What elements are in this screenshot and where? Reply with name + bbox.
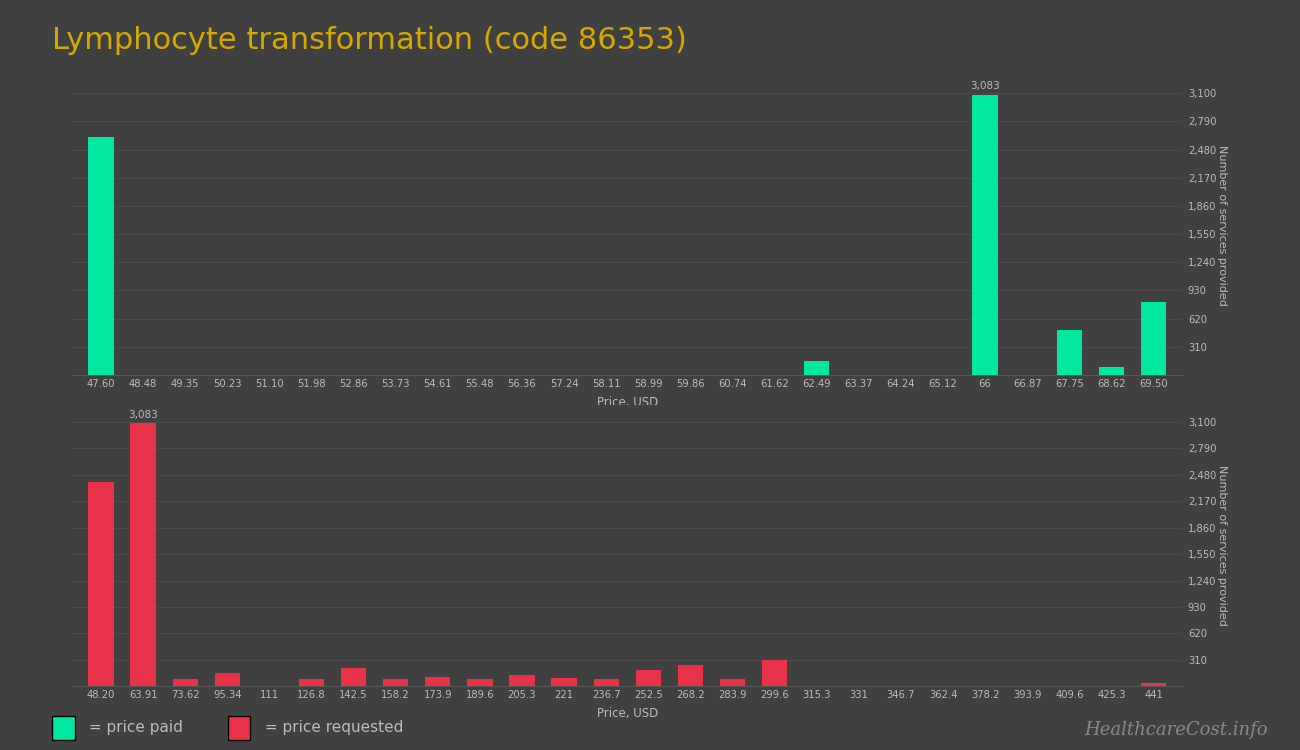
Bar — [1057, 331, 1082, 375]
X-axis label: Price, USD: Price, USD — [597, 396, 658, 409]
Bar — [173, 680, 198, 686]
Text: 3,083: 3,083 — [970, 81, 1000, 91]
FancyBboxPatch shape — [227, 716, 251, 740]
Y-axis label: Number of services provided: Number of services provided — [1218, 145, 1227, 305]
Bar — [972, 94, 998, 375]
Bar — [341, 668, 367, 686]
Text: Lymphocyte transformation (code 86353): Lymphocyte transformation (code 86353) — [52, 26, 686, 56]
Y-axis label: Number of services provided: Number of services provided — [1218, 465, 1227, 626]
Text: 3,083: 3,083 — [129, 410, 157, 420]
Bar — [762, 660, 788, 686]
Bar — [425, 676, 450, 686]
Bar — [214, 674, 240, 686]
Bar — [720, 680, 745, 686]
Bar — [1141, 682, 1166, 686]
Text: = price paid: = price paid — [84, 720, 183, 735]
Bar — [677, 665, 703, 686]
Bar — [1141, 302, 1166, 375]
Bar — [88, 482, 113, 686]
Bar — [636, 670, 660, 686]
Bar — [384, 680, 408, 686]
Bar — [805, 362, 829, 375]
Bar — [299, 680, 324, 686]
Bar — [88, 136, 113, 375]
X-axis label: Price, USD: Price, USD — [597, 707, 658, 720]
Bar — [467, 680, 493, 686]
Bar — [1098, 367, 1124, 375]
Text: = price requested: = price requested — [260, 720, 403, 735]
FancyBboxPatch shape — [52, 716, 75, 740]
Text: HealthcareCost.info: HealthcareCost.info — [1084, 721, 1268, 739]
Bar — [130, 424, 156, 686]
Bar — [594, 680, 619, 686]
Bar — [551, 678, 577, 686]
Bar — [510, 675, 534, 686]
